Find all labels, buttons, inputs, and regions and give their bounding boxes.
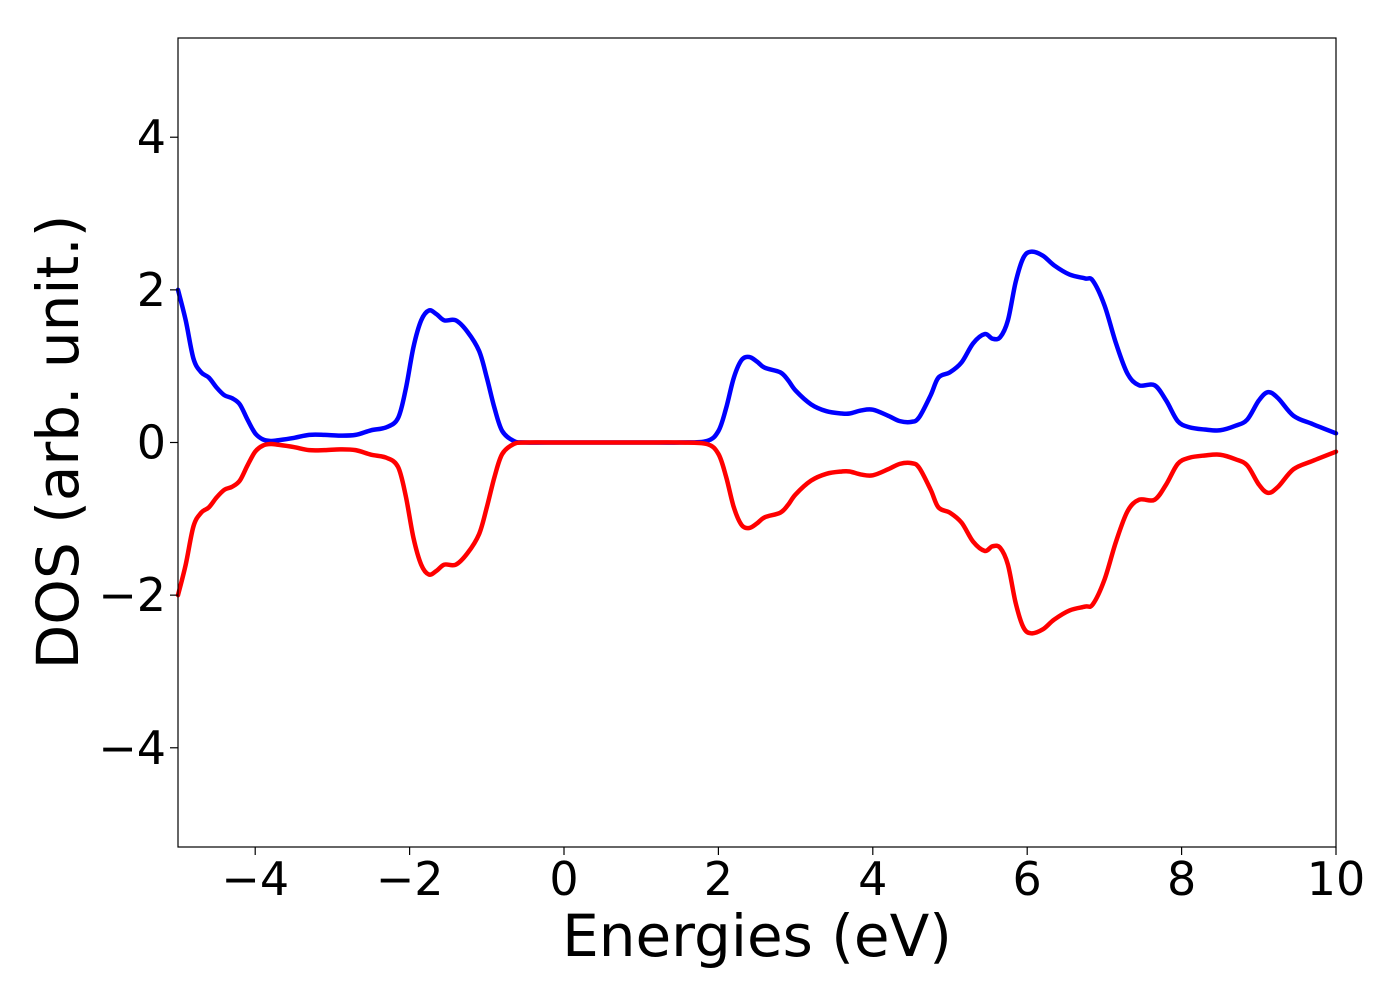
x-axis-label: Energies (eV) (562, 902, 952, 970)
y-tick-label: 4 (137, 110, 166, 164)
plot-frame (177, 37, 1337, 848)
x-tick-label: −2 (376, 852, 444, 906)
series-line-2 (175, 440, 1339, 636)
y-tick-label: −4 (98, 721, 166, 775)
y-tick-label: 2 (137, 263, 166, 317)
x-tick-label: 0 (549, 852, 578, 906)
y-axis-label: DOS (arb. unit.) (24, 215, 92, 670)
x-tick-label: 10 (1307, 852, 1366, 906)
x-tick-label: −4 (221, 852, 289, 906)
x-axis-ticks: −4 −2 0 2 4 6 8 10 (221, 847, 1365, 906)
y-axis-ticks: −4 −2 0 2 4 (98, 110, 178, 775)
y-tick-label: 0 (137, 416, 166, 470)
x-tick-label: 8 (1167, 852, 1196, 906)
x-tick-label: 6 (1013, 852, 1042, 906)
y-tick-label: −2 (98, 568, 166, 622)
x-tick-label: 2 (704, 852, 733, 906)
series-layer (175, 249, 1339, 636)
x-tick-label: 4 (858, 852, 887, 906)
series-line-1 (175, 249, 1339, 445)
